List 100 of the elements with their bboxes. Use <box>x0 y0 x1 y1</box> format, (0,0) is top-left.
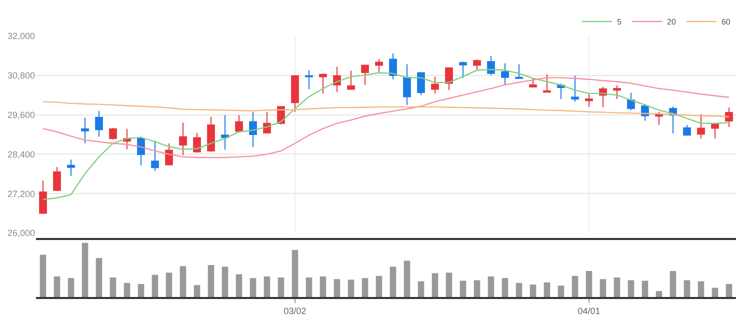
line-series <box>42 101 730 118</box>
bar <box>404 260 410 297</box>
bar <box>628 280 634 297</box>
candlestick <box>683 124 691 136</box>
x-tick-label: 03/02 <box>284 306 306 316</box>
bar <box>614 278 620 297</box>
candlestick <box>487 56 495 76</box>
candlestick <box>137 136 145 166</box>
candlestick <box>459 61 467 78</box>
candlestick <box>515 64 523 80</box>
y-tick-label: 28,400 <box>7 149 35 160</box>
candlestick <box>347 70 355 90</box>
candlestick <box>53 166 61 192</box>
bar <box>600 279 606 297</box>
bar <box>586 271 592 297</box>
candlestick <box>221 114 229 150</box>
candlestick <box>207 116 215 152</box>
candlestick <box>165 142 173 166</box>
x-tick-label: 04/01 <box>578 306 600 316</box>
candlestick <box>697 114 705 139</box>
y-tick-label: 29,600 <box>7 110 35 120</box>
bar <box>306 278 312 297</box>
bar <box>222 266 228 297</box>
candlestick <box>151 140 159 172</box>
candlestick <box>39 180 47 214</box>
candlestick <box>263 111 271 134</box>
y-tick-label: 32,000 <box>7 31 35 42</box>
bar <box>320 276 326 297</box>
bar <box>670 271 676 297</box>
bar <box>418 281 424 297</box>
candlestick <box>403 64 411 106</box>
candlestick <box>179 122 187 156</box>
bar <box>712 288 718 297</box>
legend-label: 20 <box>667 18 676 27</box>
legend-label: 5 <box>617 18 622 27</box>
bar <box>348 280 354 297</box>
candlestick <box>361 64 369 86</box>
bar <box>502 278 508 297</box>
candlestick <box>571 75 579 102</box>
candlestick <box>529 78 537 88</box>
candlestick <box>389 52 397 80</box>
bar <box>124 282 130 297</box>
bar <box>572 276 578 297</box>
bar <box>236 274 242 297</box>
bar <box>54 276 60 297</box>
candlestick <box>627 92 635 111</box>
bar <box>152 274 158 297</box>
bar <box>250 278 256 297</box>
legend-label: 60 <box>721 18 731 27</box>
candlestick <box>81 117 89 144</box>
bar <box>698 281 704 297</box>
bar <box>432 273 438 297</box>
bar <box>642 280 648 297</box>
candlestick <box>235 114 243 132</box>
candlestick <box>473 58 481 71</box>
bar <box>544 282 550 297</box>
bar <box>180 266 186 297</box>
bar <box>194 285 200 297</box>
bar <box>82 242 88 297</box>
candlestick <box>445 66 453 91</box>
candlestick <box>711 123 719 139</box>
candlestick <box>613 84 621 100</box>
candlestick <box>543 74 551 93</box>
candlestick <box>249 111 257 148</box>
candlestick <box>501 62 509 86</box>
candlestick <box>417 72 425 96</box>
bar <box>278 278 284 297</box>
bar <box>684 280 690 297</box>
bar <box>40 254 46 297</box>
candlestick <box>585 92 593 108</box>
bar <box>110 278 116 297</box>
bar <box>68 278 74 297</box>
bar <box>362 278 368 297</box>
line-series <box>42 77 730 158</box>
bar <box>488 276 494 297</box>
bar <box>530 284 536 297</box>
bar <box>390 266 396 297</box>
bar <box>516 282 522 297</box>
candlestick <box>375 58 383 72</box>
candlestick <box>109 127 117 140</box>
y-tick-label: 30,800 <box>7 70 35 81</box>
bar <box>166 272 172 297</box>
candlestick <box>725 107 733 128</box>
bar <box>558 286 564 297</box>
bar <box>474 280 480 297</box>
candlestick <box>319 72 327 94</box>
bar <box>96 258 102 297</box>
bar <box>656 291 662 297</box>
bar <box>726 284 732 297</box>
candlestick <box>291 74 299 112</box>
bar <box>138 284 144 297</box>
candlestick <box>305 70 313 90</box>
candlestick <box>95 110 103 138</box>
y-tick-label: 27,200 <box>7 188 35 199</box>
candlestick <box>193 132 201 154</box>
bar <box>208 265 214 297</box>
bar <box>334 279 340 297</box>
bar <box>446 272 452 297</box>
line-series <box>42 68 730 200</box>
candlestick <box>333 66 341 92</box>
